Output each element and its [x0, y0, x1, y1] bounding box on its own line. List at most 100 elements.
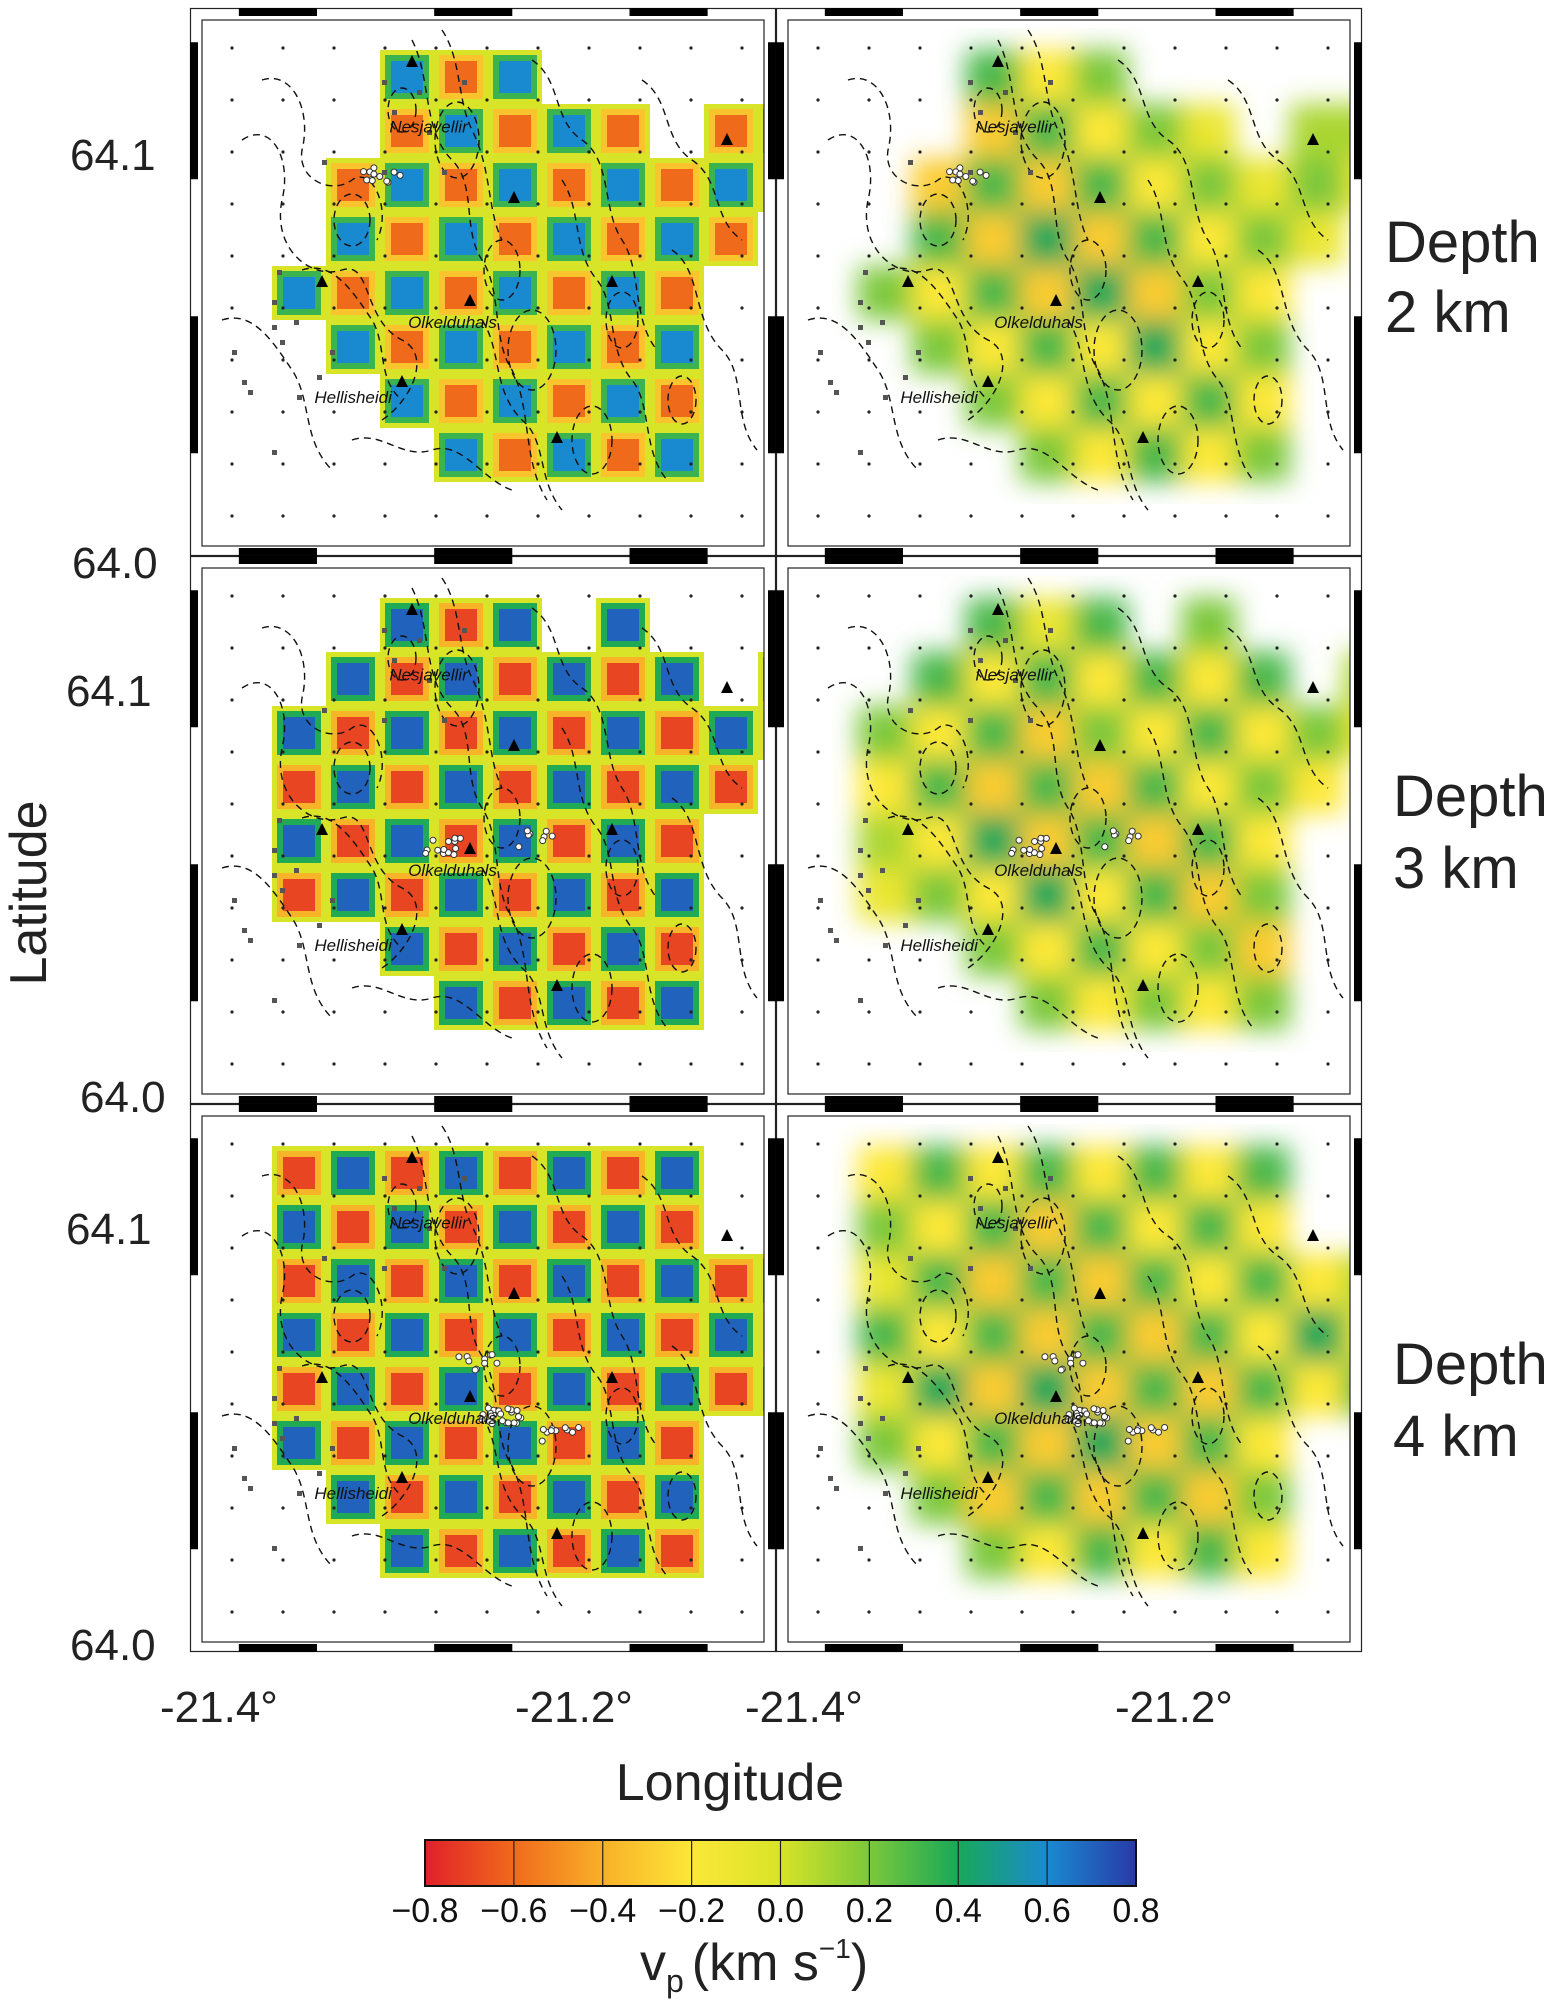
- station-triangle-icon: [606, 1371, 618, 1383]
- place-label: Olkelduhals: [994, 313, 1083, 332]
- place-label: Hellisheidi: [900, 1484, 979, 1503]
- velocity-cell: [596, 706, 650, 760]
- place-label: Hellisheidi: [314, 388, 393, 407]
- velocity-cell: [434, 1200, 488, 1254]
- grid-nodes: [230, 1142, 744, 1614]
- panel-inner-frame: [201, 567, 765, 1095]
- velocity-cell: [1020, 1470, 1074, 1524]
- velocity-cell: [326, 868, 380, 922]
- velocity-cell: [380, 652, 434, 706]
- velocity-cell: [1074, 428, 1128, 482]
- station-triangle-icon: [406, 1151, 418, 1163]
- station-triangle-icon: [606, 823, 618, 835]
- velocity-cell: [1236, 428, 1290, 482]
- velocity-cell: [912, 1146, 966, 1200]
- station-triangle-icon: [551, 979, 563, 991]
- place-label: Olkelduhals: [408, 861, 497, 880]
- velocity-cell: [1182, 1200, 1236, 1254]
- velocity-cell: [1236, 922, 1290, 976]
- map-panel: Nesjavellir Olkelduhals Hellisheidi: [775, 555, 1363, 1105]
- velocity-cell: [434, 1146, 488, 1200]
- velocity-cell: [488, 158, 542, 212]
- velocity-cell: [1236, 212, 1290, 266]
- velocity-cell: [326, 1470, 380, 1524]
- colorbar-tick-label: −0.4: [569, 1892, 636, 1930]
- velocity-cell: [542, 760, 596, 814]
- station-triangle-icon: [606, 275, 618, 287]
- velocity-cell: [488, 320, 542, 374]
- place-label: Nesjavellir: [975, 666, 1055, 685]
- velocity-cell: [1128, 1524, 1182, 1578]
- velocity-cell: [1074, 158, 1128, 212]
- station-triangle-icon: [1094, 191, 1106, 203]
- velocity-cell: [1128, 922, 1182, 976]
- velocity-cell: [912, 1200, 966, 1254]
- velocity-cell: [1182, 212, 1236, 266]
- borehole-markers: [232, 80, 467, 455]
- depth-label-line2: 4 km: [1393, 1404, 1519, 1469]
- velocity-cell: [1290, 158, 1344, 212]
- velocity-cell: [1128, 706, 1182, 760]
- velocity-cell: [1020, 212, 1074, 266]
- velocity-cells: [272, 598, 764, 1030]
- lat-tick-label: 64.1: [66, 667, 152, 716]
- velocity-cell: [488, 976, 542, 1030]
- velocity-cell: [650, 652, 704, 706]
- station-triangle-icon: [721, 681, 733, 693]
- station-triangle-icon: [902, 275, 914, 287]
- velocity-cell: [542, 1200, 596, 1254]
- velocity-cell: [1074, 1470, 1128, 1524]
- velocity-cell: [380, 1416, 434, 1470]
- velocity-cells: [272, 50, 764, 482]
- terrain-contours: [221, 1125, 758, 1607]
- velocity-cell: [596, 922, 650, 976]
- velocity-cell: [488, 1308, 542, 1362]
- x-axis-label: Longitude: [616, 1754, 844, 1812]
- station-triangle-icon: [508, 1287, 520, 1299]
- velocity-cell: [326, 320, 380, 374]
- station-triangle-icon: [1094, 739, 1106, 751]
- velocity-cell: [488, 1200, 542, 1254]
- velocity-cell: [1020, 50, 1074, 104]
- velocity-cell: [650, 1200, 704, 1254]
- lon-tick-label: -21.2°: [515, 1683, 633, 1732]
- velocity-cell: [1074, 706, 1128, 760]
- velocity-cell: [1020, 1308, 1074, 1362]
- lat-tick-label: 64.1: [66, 1205, 152, 1254]
- velocity-cell: [542, 374, 596, 428]
- velocity-cell: [1020, 1416, 1074, 1470]
- colorbar-label: vp (km s−1): [640, 1933, 868, 1999]
- panel-border-bars: [190, 8, 776, 556]
- velocity-cell: [1236, 266, 1290, 320]
- velocity-cell: [434, 320, 488, 374]
- map-panel: Nesjavellir Olkelduhals Hellisheidi: [189, 555, 777, 1105]
- velocity-cell: [1074, 50, 1128, 104]
- velocity-cell: [1236, 868, 1290, 922]
- colorbar-tick-label: 0.4: [935, 1892, 982, 1930]
- velocity-cell: [650, 868, 704, 922]
- velocity-cell: [434, 374, 488, 428]
- velocity-cell: [488, 266, 542, 320]
- velocity-cell: [858, 1416, 912, 1470]
- velocity-cell: [1128, 1470, 1182, 1524]
- borehole-markers: [818, 628, 1053, 1003]
- velocity-cell: [1020, 598, 1074, 652]
- station-triangle-icon: [551, 1527, 563, 1539]
- velocity-cell: [434, 1362, 488, 1416]
- velocity-cell: [542, 706, 596, 760]
- velocity-cell: [596, 266, 650, 320]
- velocity-cell: [380, 868, 434, 922]
- velocity-cell: [1074, 1146, 1128, 1200]
- velocity-cell: [1074, 868, 1128, 922]
- velocity-cell: [1236, 1308, 1290, 1362]
- velocity-cell: [966, 1416, 1020, 1470]
- velocity-cell: [596, 1254, 650, 1308]
- velocity-cell: [272, 814, 326, 868]
- colorbar: −0.8 −0.6 −0.4 −0.2 0.0 0.2 0.4 0.6 0.8: [391, 1839, 1160, 1930]
- velocity-cell: [380, 814, 434, 868]
- velocity-cell: [542, 922, 596, 976]
- panel-inner-frame: [787, 19, 1351, 547]
- earthquake-markers: [360, 164, 404, 186]
- earthquake-markers: [455, 1351, 583, 1445]
- velocity-cell: [1236, 760, 1290, 814]
